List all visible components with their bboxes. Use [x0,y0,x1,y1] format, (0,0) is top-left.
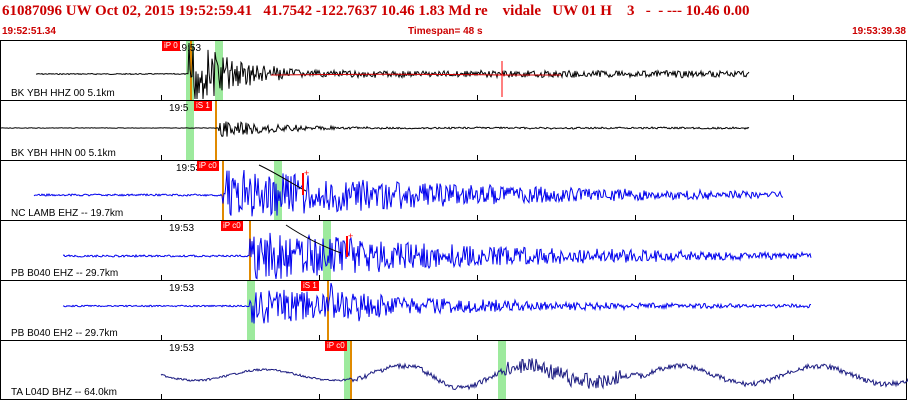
phase-pick-label[interactable]: iP c0 [221,221,243,231]
time-label: 19:53 [169,343,195,354]
phase-pick-label[interactable]: iP c0 [325,341,347,351]
time-tick [161,335,162,340]
start-time-label: 19:52:51.34 [2,26,56,37]
waveform-trace: + [62,224,812,280]
time-tick [477,275,478,280]
timespan-label: Timespan= 48 s [408,26,483,37]
time-tick [793,275,794,280]
trace-panel[interactable]: + 19:53 iP c0 NC LAMB EHZ -- 19.7km [0,160,907,220]
time-tick [635,155,636,160]
time-tick [635,215,636,220]
time-tick [161,95,162,100]
trace-panel[interactable]: 19:53 iS 1 PB B040 EH2 -- 29.7km [0,280,907,340]
svg-text:+: + [348,231,353,241]
pick-marker-line[interactable] [215,101,217,160]
time-tick [793,95,794,100]
s-window-band [215,41,223,100]
time-tick [793,394,794,399]
station-label: PB B040 EH2 -- 29.7km [11,328,118,339]
time-tick [635,95,636,100]
time-label: 19:53 [169,283,195,294]
event-summary-title: 61087096 UW Oct 02, 2015 19:52:59.41 41.… [2,3,750,19]
time-label: 19:5 [169,103,189,114]
waveform-trace [62,282,812,324]
s-window-band [323,221,331,280]
time-tick [319,335,320,340]
station-label: BK YBH HHZ 00 5.1km [11,88,115,99]
time-tick [319,394,320,399]
time-tick [477,95,478,100]
time-tick [793,215,794,220]
pick-marker-line[interactable] [249,221,251,280]
phase-pick-label[interactable]: iP 0 [162,41,180,51]
s-window-band [498,341,506,399]
time-tick [161,275,162,280]
time-tick [635,394,636,399]
s-window-band [344,341,352,399]
trace-panel[interactable]: 19:5 iS 1 BK YBH HHN 00 5.1km [0,100,907,160]
time-tick [319,275,320,280]
trace-panel[interactable]: + 19:53 iP c0 PB B040 EHZ -- 29.7km [0,220,907,280]
seismogram-panels: 19:53 iP 0 BK YBH HHZ 00 5.1km 19:5 iS 1… [0,40,909,400]
time-tick [477,394,478,399]
station-label: PB B040 EHZ -- 29.7km [11,268,119,279]
time-tick [319,215,320,220]
time-tick [477,335,478,340]
time-label: 19:53 [176,43,202,54]
phase-pick-label[interactable]: iS 1 [194,101,212,111]
time-tick [635,335,636,340]
phase-pick-label[interactable]: iP c0 [197,161,219,171]
time-tick [319,155,320,160]
waveform-trace [160,358,908,391]
waveform-trace [1,121,750,138]
trace-panel[interactable]: 19:53 iP 0 BK YBH HHZ 00 5.1km [0,40,907,100]
time-tick [793,155,794,160]
pick-marker-line[interactable] [190,41,192,100]
s-window-band [186,101,194,160]
time-tick [635,275,636,280]
station-label: BK YBH HHN 00 5.1km [11,148,116,159]
time-tick [477,215,478,220]
waveform-trace: + [33,164,784,217]
waveform-trace [35,42,750,100]
time-tick [161,215,162,220]
pick-marker-line[interactable] [350,341,352,399]
time-tick [477,155,478,160]
trace-panel[interactable]: 19:53 iP c0 TA L04D BHZ -- 64.0km [0,340,908,400]
svg-text:+: + [304,168,309,178]
time-tick [161,394,162,399]
station-label: NC LAMB EHZ -- 19.7km [11,208,124,219]
time-tick [793,335,794,340]
phase-pick-label[interactable]: iS 1 [301,281,319,291]
time-tick [161,155,162,160]
time-label: 19:53 [169,223,195,234]
end-time-label: 19:53:39.38 [852,26,906,37]
time-label: 19:53 [176,163,202,174]
pick-marker-line[interactable] [222,161,224,220]
station-label: TA L04D BHZ -- 64.0km [11,387,117,398]
time-tick [319,95,320,100]
